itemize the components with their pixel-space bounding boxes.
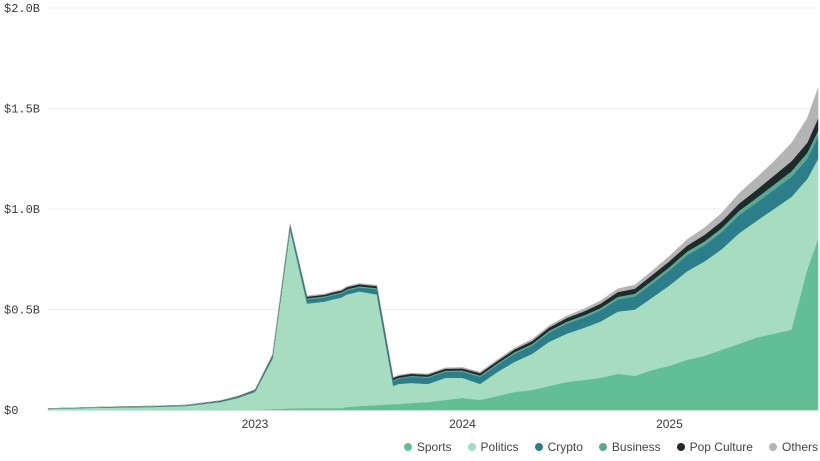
y-tick-label: $1.5B bbox=[4, 103, 40, 117]
legend-item-sports[interactable]: Sports bbox=[403, 440, 452, 454]
legend-label: Pop Culture bbox=[689, 440, 753, 454]
area-others bbox=[47, 88, 819, 409]
legend-label: Sports bbox=[416, 440, 452, 454]
legend-swatch bbox=[467, 443, 476, 451]
legend-item-others[interactable]: Others bbox=[768, 440, 818, 454]
legend-label: Crypto bbox=[547, 440, 583, 454]
chart-legend: Sports Politics Crypto Business Pop Cult… bbox=[403, 440, 818, 454]
legend-swatch bbox=[598, 443, 607, 451]
y-axis-ticks: $0 $0.5B $1.0B $1.5B $2.0B bbox=[4, 2, 40, 418]
legend-swatch bbox=[676, 443, 685, 451]
legend-item-business[interactable]: Business bbox=[598, 440, 661, 454]
x-tick-label: 2023 bbox=[242, 417, 269, 431]
legend-item-politics[interactable]: Politics bbox=[467, 440, 519, 454]
legend-swatch bbox=[768, 443, 777, 451]
x-axis-ticks: 2023 2024 2025 2026 bbox=[242, 417, 684, 431]
y-tick-label: $2.0B bbox=[4, 2, 40, 16]
legend-item-pop-culture[interactable]: Pop Culture bbox=[676, 440, 753, 454]
legend-label: Others bbox=[781, 440, 818, 454]
legend-item-crypto[interactable]: Crypto bbox=[534, 440, 583, 454]
legend-swatch bbox=[534, 443, 543, 451]
legend-swatch bbox=[403, 443, 412, 451]
x-tick-label: 2025 bbox=[656, 417, 683, 431]
legend-label: Politics bbox=[480, 440, 519, 454]
y-tick-label: $0.5B bbox=[4, 304, 40, 318]
x-tick-label: 2024 bbox=[449, 417, 476, 431]
area-series bbox=[47, 88, 819, 411]
y-tick-label: $1.0B bbox=[4, 203, 40, 217]
y-tick-label: $0 bbox=[4, 404, 18, 418]
legend-label: Business bbox=[611, 440, 661, 454]
